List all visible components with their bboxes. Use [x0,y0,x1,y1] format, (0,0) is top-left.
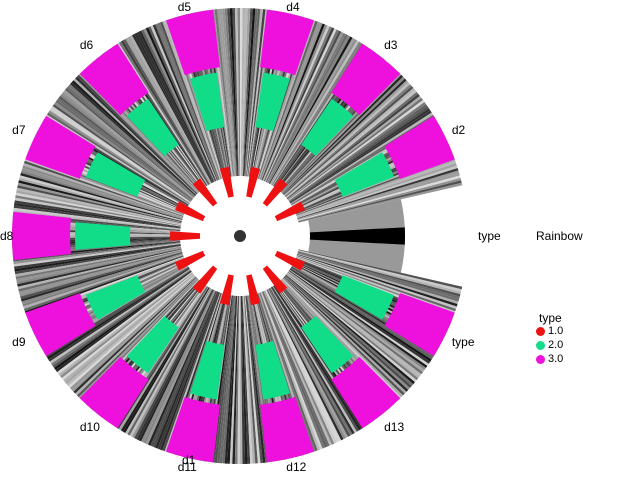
legend-label-1: 1.0 [548,325,564,337]
green-block-d8 [75,222,131,250]
green-block-d13 [301,315,354,374]
sector-label-d4: d4 [286,0,300,14]
legend-title: type [539,311,562,325]
legend-label-3: 3.0 [548,353,564,365]
type-sector-stripe [309,227,405,245]
magenta-block-d13 [331,356,401,429]
red-block-d2 [274,201,305,222]
sector-label-d5: d5 [177,0,192,14]
type-track-label: type [478,229,501,243]
legend-marker-3 [536,354,545,364]
sector-label-d1: d1 [182,453,196,467]
sector-label-d9: d9 [12,334,26,349]
green-block-d2 [334,152,395,197]
legend-marker-2 [536,340,545,350]
green-block-d11 [190,340,225,400]
green-block-d5 [190,72,225,132]
red-block-d12 [246,274,261,306]
sector-label-d10: d10 [79,419,100,434]
red-block-d6 [192,178,218,207]
magenta-block-type [384,293,455,357]
rainbow-palette-label: Rainbow [536,229,583,243]
green-block-d10 [126,315,179,374]
red-block-d4 [246,166,261,198]
sector-label-type: type [451,334,475,349]
red-block-type [274,250,305,271]
green-block-d12 [255,340,290,400]
sector-label-d6: d6 [79,38,94,53]
legend-item-2: 2.0 [536,339,563,351]
magenta-block-d4 [260,9,314,76]
magenta-block-d2 [384,115,455,179]
red-block-d11 [219,274,234,306]
green-block-type [334,275,395,320]
magenta-block-d5 [166,9,220,76]
red-block-d9 [175,250,206,271]
sector-label-d2: d2 [451,123,466,138]
magenta-block-d3 [331,43,401,116]
red-block-d3 [262,178,288,207]
magenta-block-d9 [25,293,96,357]
sector-label-d13: d13 [384,419,405,434]
center-hub [234,230,246,242]
red-block-d13 [262,265,288,294]
legend-label-2: 2.0 [548,339,564,351]
sector-label-d12: d12 [286,460,307,474]
green-block-d7 [85,152,146,197]
sector-label-d3: d3 [384,38,398,53]
legend-item-1: 1.0 [536,325,563,337]
sector-label-d11: d11 [177,460,197,474]
magenta-block-d6 [79,43,149,116]
magenta-block-d11 [166,396,220,463]
magenta-block-d7 [25,115,96,179]
red-block-d5 [219,166,234,198]
legend-item-3: 3.0 [536,353,563,365]
magenta-block-d8 [12,211,71,261]
magenta-block-d10 [79,356,149,429]
green-block-d9 [85,275,146,320]
legend-marker-1 [536,326,545,336]
green-block-d6 [126,98,179,157]
red-block-d7 [175,201,206,222]
sector-label-d7: d7 [12,123,26,138]
sector-label-d8: d8 [0,229,14,243]
magenta-block-d12 [260,396,314,463]
green-block-d4 [255,72,290,132]
green-block-d3 [301,98,354,157]
red-block-d8 [170,231,201,241]
red-block-d10 [192,265,218,294]
